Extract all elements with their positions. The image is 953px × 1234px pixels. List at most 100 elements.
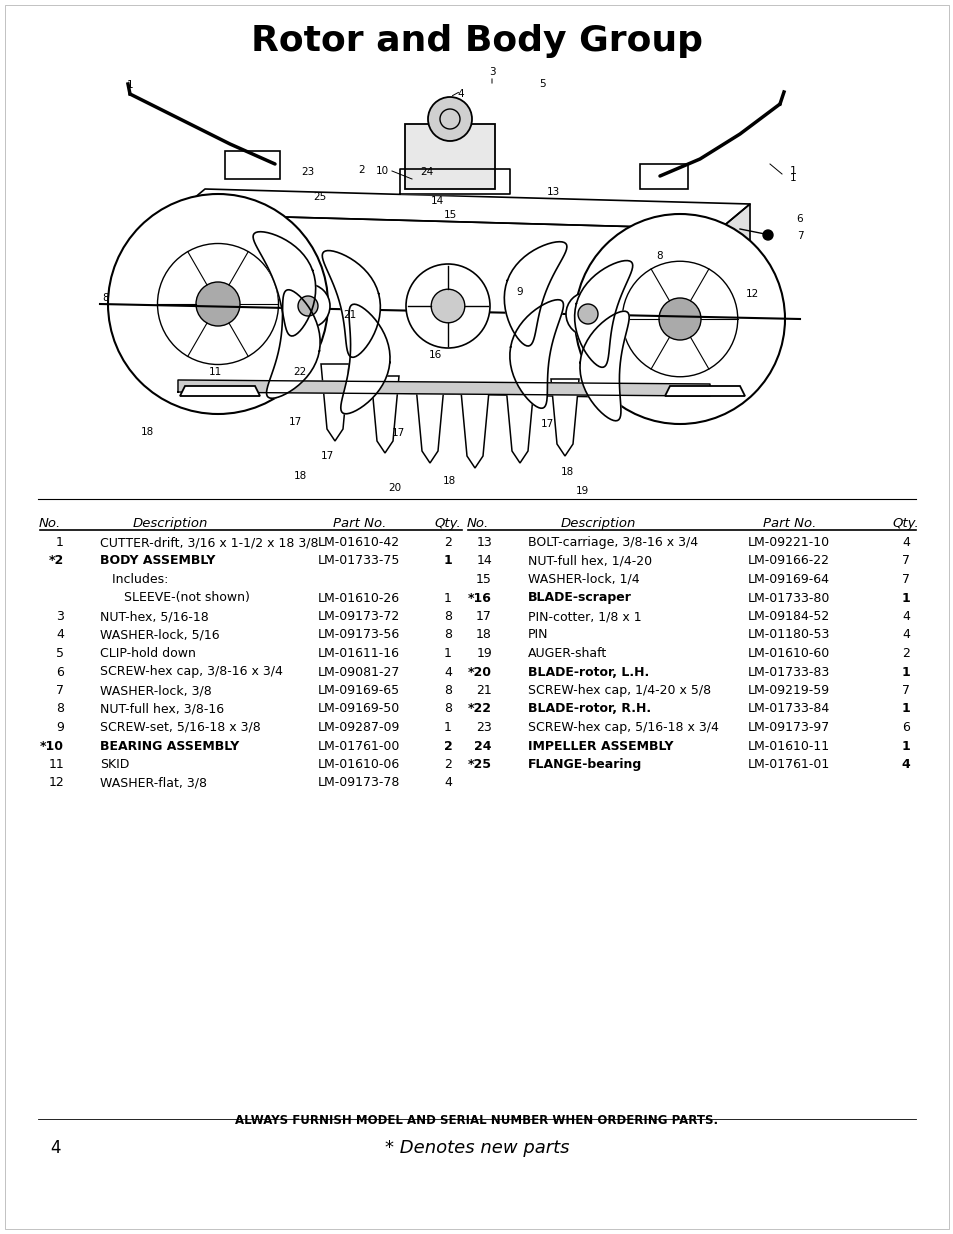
Text: NUT-full hex, 1/4-20: NUT-full hex, 1/4-20 — [527, 554, 652, 568]
Text: 6: 6 — [56, 665, 64, 679]
Text: BEARING ASSEMBLY: BEARING ASSEMBLY — [100, 739, 239, 753]
Circle shape — [286, 284, 330, 328]
Text: WASHER-lock, 1/4: WASHER-lock, 1/4 — [527, 573, 639, 586]
Text: 17: 17 — [539, 420, 553, 429]
Text: LM-01733-83: LM-01733-83 — [747, 665, 829, 679]
Circle shape — [565, 292, 609, 336]
Circle shape — [195, 283, 240, 326]
Polygon shape — [664, 386, 744, 396]
Text: 10: 10 — [375, 167, 388, 176]
Text: Qty.: Qty. — [892, 517, 919, 529]
Text: 9: 9 — [517, 288, 523, 297]
Text: LM-09219-59: LM-09219-59 — [747, 684, 829, 697]
Text: 1: 1 — [127, 80, 133, 90]
Text: 17: 17 — [476, 610, 492, 623]
Text: LM-01611-16: LM-01611-16 — [317, 647, 399, 660]
Text: 9: 9 — [56, 721, 64, 734]
Text: 15: 15 — [476, 573, 492, 586]
Text: 5: 5 — [56, 647, 64, 660]
Polygon shape — [180, 386, 260, 396]
Polygon shape — [174, 213, 720, 399]
Polygon shape — [510, 300, 563, 408]
Text: 3: 3 — [56, 610, 64, 623]
Text: Includes:: Includes: — [100, 573, 168, 586]
Circle shape — [428, 97, 472, 141]
Text: LM-09173-78: LM-09173-78 — [317, 776, 400, 790]
Text: 4: 4 — [902, 628, 909, 642]
Polygon shape — [416, 386, 443, 463]
Text: BLADE-rotor, R.H.: BLADE-rotor, R.H. — [527, 702, 651, 716]
Circle shape — [297, 296, 317, 316]
Text: 1: 1 — [789, 167, 796, 176]
Polygon shape — [579, 311, 629, 421]
Text: 1: 1 — [901, 665, 909, 679]
Text: LM-01610-60: LM-01610-60 — [747, 647, 829, 660]
Text: Rotor and Body Group: Rotor and Body Group — [251, 23, 702, 58]
Circle shape — [431, 289, 464, 323]
Text: 1: 1 — [443, 554, 452, 568]
Text: LM-09169-50: LM-09169-50 — [317, 702, 400, 716]
Text: LM-01733-75: LM-01733-75 — [317, 554, 400, 568]
Text: LM-01733-80: LM-01733-80 — [747, 591, 829, 605]
Text: No.: No. — [39, 517, 61, 529]
Text: 7: 7 — [901, 573, 909, 586]
Polygon shape — [320, 364, 349, 441]
Bar — [225, 151, 280, 179]
Text: SLEEVE-(not shown): SLEEVE-(not shown) — [100, 591, 250, 605]
Text: BLADE-scraper: BLADE-scraper — [527, 591, 631, 605]
Polygon shape — [551, 379, 578, 457]
Text: CUTTER-drift, 3/16 x 1-1/2 x 18 3/8: CUTTER-drift, 3/16 x 1-1/2 x 18 3/8 — [100, 536, 318, 549]
Text: ALWAYS FURNISH MODEL AND SERIAL NUMBER WHEN ORDERING PARTS.: ALWAYS FURNISH MODEL AND SERIAL NUMBER W… — [235, 1114, 718, 1127]
Text: 1: 1 — [901, 739, 909, 753]
Text: LM-09287-09: LM-09287-09 — [317, 721, 400, 734]
Text: 7: 7 — [56, 684, 64, 697]
Text: Part No.: Part No. — [333, 517, 386, 529]
Text: LM-09221-10: LM-09221-10 — [747, 536, 829, 549]
Text: PIN-cotter, 1/8 x 1: PIN-cotter, 1/8 x 1 — [527, 610, 641, 623]
Text: FLANGE-bearing: FLANGE-bearing — [527, 758, 641, 771]
Text: 4: 4 — [50, 1139, 60, 1157]
Polygon shape — [720, 204, 749, 399]
Text: 1: 1 — [443, 647, 452, 660]
Text: *16: *16 — [468, 591, 492, 605]
Text: 1: 1 — [901, 702, 909, 716]
Text: LM-01610-11: LM-01610-11 — [747, 739, 829, 753]
Text: 4: 4 — [901, 758, 909, 771]
Text: 12: 12 — [49, 776, 64, 790]
Text: Part No.: Part No. — [762, 517, 816, 529]
Polygon shape — [174, 189, 749, 230]
Text: 14: 14 — [430, 196, 443, 206]
Text: 18: 18 — [442, 476, 456, 486]
Text: 1: 1 — [443, 721, 452, 734]
Text: WASHER-flat, 3/8: WASHER-flat, 3/8 — [100, 776, 207, 790]
Text: LM-01761-00: LM-01761-00 — [317, 739, 400, 753]
Text: 17: 17 — [391, 428, 404, 438]
Text: SCREW-hex cap, 3/8-16 x 3/4: SCREW-hex cap, 3/8-16 x 3/4 — [100, 665, 283, 679]
Text: 8: 8 — [656, 251, 662, 262]
Text: LM-01761-01: LM-01761-01 — [747, 758, 829, 771]
Polygon shape — [253, 232, 315, 336]
Text: SCREW-hex cap, 1/4-20 x 5/8: SCREW-hex cap, 1/4-20 x 5/8 — [527, 684, 710, 697]
Text: LM-09184-52: LM-09184-52 — [747, 610, 829, 623]
Text: 19: 19 — [575, 486, 588, 496]
Text: PIN: PIN — [527, 628, 548, 642]
Text: 4: 4 — [902, 610, 909, 623]
Polygon shape — [340, 305, 390, 413]
Circle shape — [108, 194, 328, 413]
Text: 14: 14 — [476, 554, 492, 568]
Text: * Denotes new parts: * Denotes new parts — [384, 1139, 569, 1157]
Text: 13: 13 — [546, 188, 559, 197]
Text: 5: 5 — [539, 79, 546, 89]
Text: LM-01610-42: LM-01610-42 — [317, 536, 399, 549]
Text: Description: Description — [559, 517, 635, 529]
Text: Description: Description — [132, 517, 208, 529]
Text: IMPELLER ASSEMBLY: IMPELLER ASSEMBLY — [527, 739, 673, 753]
Polygon shape — [574, 260, 632, 368]
Polygon shape — [178, 380, 709, 396]
Text: 19: 19 — [476, 647, 492, 660]
Text: 7: 7 — [796, 231, 802, 241]
Text: 8: 8 — [443, 610, 452, 623]
Text: BODY ASSEMBLY: BODY ASSEMBLY — [100, 554, 215, 568]
Text: 16: 16 — [428, 350, 441, 360]
Text: LM-09169-64: LM-09169-64 — [747, 573, 829, 586]
